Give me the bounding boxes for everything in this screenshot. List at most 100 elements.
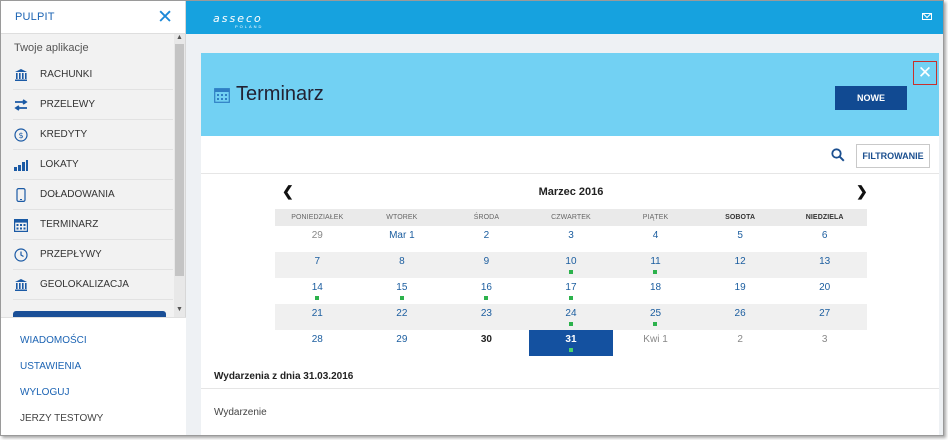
calendar-day[interactable]: 3 bbox=[782, 330, 867, 356]
sidebar-item-kredyty[interactable]: $ KREDYTY bbox=[13, 120, 173, 150]
sidebar-link-wyloguj[interactable]: WYLOGUJ bbox=[20, 387, 70, 398]
event-indicator bbox=[653, 322, 658, 326]
calendar-day[interactable]: 20 bbox=[782, 278, 867, 304]
logo-subtitle: POLAND bbox=[235, 24, 264, 29]
close-panel-button[interactable]: ✕ bbox=[913, 61, 937, 85]
sidebar-title[interactable]: PULPIT bbox=[15, 11, 55, 23]
calendar-day-number: 11 bbox=[650, 256, 661, 267]
calendar-day-number: 18 bbox=[649, 282, 662, 293]
sidebar-item-doladowania[interactable]: DOŁADOWANIA bbox=[13, 180, 173, 210]
calendar-day[interactable]: 21 bbox=[275, 304, 360, 330]
event-indicator bbox=[399, 296, 404, 300]
sidebar-scrollbar[interactable]: ▲ ▼ bbox=[174, 34, 185, 317]
top-bar: asseco POLAND bbox=[186, 1, 943, 34]
sidebar-item-lokaty[interactable]: LOKATY bbox=[13, 150, 173, 180]
calendar-day-number: 8 bbox=[399, 256, 405, 267]
calendar-day[interactable]: 15 bbox=[360, 278, 445, 304]
event-indicator bbox=[484, 296, 489, 300]
dollar-circle-icon: $ bbox=[13, 127, 29, 143]
calendar-day-number: 9 bbox=[483, 256, 490, 267]
calendar-day[interactable]: 23 bbox=[444, 304, 529, 330]
calendar-day-number: 29 bbox=[396, 334, 408, 345]
mail-icon[interactable] bbox=[922, 13, 932, 20]
calendar-day[interactable]: 31 bbox=[528, 330, 614, 356]
calendar-day[interactable]: 14 bbox=[275, 278, 360, 304]
sidebar-item-geolokalizacja[interactable]: GEOLOKALIZACJA bbox=[13, 270, 173, 300]
calendar-day[interactable]: 7 bbox=[275, 252, 360, 278]
calendar-day[interactable]: 5 bbox=[698, 226, 783, 252]
calendar-day[interactable]: 24 bbox=[529, 304, 614, 330]
sidebar-footer: WIADOMOŚCI USTAWIENIA WYLOGUJ JERZY TEST… bbox=[1, 317, 186, 435]
weekday-label: ŚRODA bbox=[473, 214, 500, 221]
sidebar-item-label: GEOLOKALIZACJA bbox=[40, 279, 129, 290]
calendar-weekday-header: PONIEDZIAŁEK WTOREK ŚRODA CZWARTEK PIĄTEK SOB… bbox=[275, 209, 867, 226]
calendar-day[interactable]: 3 bbox=[529, 226, 614, 252]
scroll-up-icon[interactable]: ▲ bbox=[176, 34, 183, 41]
weekday-label: PONIEDZIAŁEK bbox=[291, 214, 344, 221]
calendar-day[interactable]: 27 bbox=[782, 304, 867, 330]
calendar-day[interactable]: 19 bbox=[698, 278, 783, 304]
calendar-day[interactable]: 8 bbox=[360, 252, 445, 278]
event-indicator bbox=[568, 296, 573, 300]
sidebar-section-label: Twoje aplikacje bbox=[14, 42, 89, 54]
calendar-day[interactable]: 2 bbox=[444, 226, 529, 252]
weekday-label: CZWARTEK bbox=[551, 214, 591, 221]
calendar-day[interactable]: 6 bbox=[782, 226, 867, 252]
events-column-header: Wydarzenie bbox=[214, 407, 267, 418]
event-indicator bbox=[568, 322, 573, 326]
calendar-day[interactable]: 30 bbox=[444, 330, 529, 356]
calendar-day[interactable]: Kwi 1 bbox=[613, 330, 698, 356]
sidebar-item-przeplywy[interactable]: PRZEPŁYWY bbox=[13, 240, 173, 270]
sidebar-item-label: KREDYTY bbox=[40, 129, 88, 140]
calendar-day[interactable]: 29 bbox=[360, 330, 445, 356]
search-icon[interactable] bbox=[831, 148, 845, 162]
calendar-day-number: Mar 1 bbox=[389, 230, 415, 241]
calendar-day-number: 19 bbox=[734, 282, 746, 293]
svg-text:$: $ bbox=[18, 131, 23, 140]
calendar-day-number: 13 bbox=[819, 256, 831, 267]
calendar-day-number: 2 bbox=[483, 230, 490, 241]
scroll-down-icon[interactable]: ▼ bbox=[176, 306, 183, 313]
close-icon[interactable]: ✕ bbox=[157, 6, 173, 28]
calendar-icon bbox=[13, 217, 29, 233]
page-title: Terminarz bbox=[236, 83, 324, 105]
calendar-day-number: 14 bbox=[311, 282, 323, 293]
chevron-right-icon[interactable]: ❯ bbox=[856, 183, 868, 199]
sidebar-item-terminarz[interactable]: TERMINARZ bbox=[13, 210, 173, 240]
calendar-day[interactable]: 18 bbox=[613, 278, 698, 304]
calendar-week-row: 21 22 23 24 25 26 27 bbox=[275, 304, 867, 330]
calendar-day[interactable]: 10 bbox=[529, 252, 614, 278]
calendar-day-number: 27 bbox=[819, 308, 831, 319]
new-event-button[interactable]: NOWE bbox=[835, 86, 907, 110]
sidebar-item-label: PRZEPŁYWY bbox=[40, 249, 102, 260]
calendar-day[interactable]: 16 bbox=[444, 278, 529, 304]
event-indicator bbox=[568, 270, 573, 274]
calendar-day-number: 22 bbox=[396, 308, 408, 319]
calendar-day[interactable]: 11 bbox=[613, 252, 698, 278]
calendar-day[interactable]: 28 bbox=[275, 330, 360, 356]
calendar-day[interactable]: 17 bbox=[529, 278, 614, 304]
sidebar-link-ustawienia[interactable]: USTAWIENIA bbox=[20, 361, 82, 372]
calendar-day[interactable]: 26 bbox=[698, 304, 783, 330]
calendar-day[interactable]: 9 bbox=[444, 252, 529, 278]
calendar-day[interactable]: 13 bbox=[782, 252, 867, 278]
sidebar-link-wiadomosci[interactable]: WIADOMOŚCI bbox=[20, 335, 87, 346]
bar-chart-icon bbox=[13, 157, 29, 173]
scrollbar-thumb[interactable] bbox=[175, 44, 184, 276]
sidebar-item-przelewy[interactable]: PRZELEWY bbox=[13, 90, 173, 120]
calendar-day[interactable]: 4 bbox=[613, 226, 698, 252]
sidebar-item-rachunki[interactable]: RACHUNKI bbox=[13, 60, 173, 90]
calendar-day[interactable]: 12 bbox=[698, 252, 783, 278]
events-heading: Wydarzenia z dnia 31.03.2016 bbox=[214, 371, 354, 382]
calendar-day[interactable]: 2 bbox=[698, 330, 783, 356]
chevron-left-icon[interactable]: ❮ bbox=[282, 183, 294, 199]
filter-button[interactable]: FILTROWANIE bbox=[856, 144, 930, 168]
calendar-grid: PONIEDZIAŁEK WTOREK ŚRODA CZWARTEK PIĄTEK SOB… bbox=[275, 209, 867, 356]
calendar-day[interactable]: Mar 1 bbox=[360, 226, 445, 252]
sidebar-header: PULPIT ✕ bbox=[1, 1, 185, 34]
calendar-day[interactable]: 25 bbox=[613, 304, 698, 330]
calendar-day[interactable]: 22 bbox=[360, 304, 445, 330]
calendar-day[interactable]: 29 bbox=[275, 226, 360, 252]
panel-header: Terminarz NOWE ✕ bbox=[201, 53, 939, 136]
